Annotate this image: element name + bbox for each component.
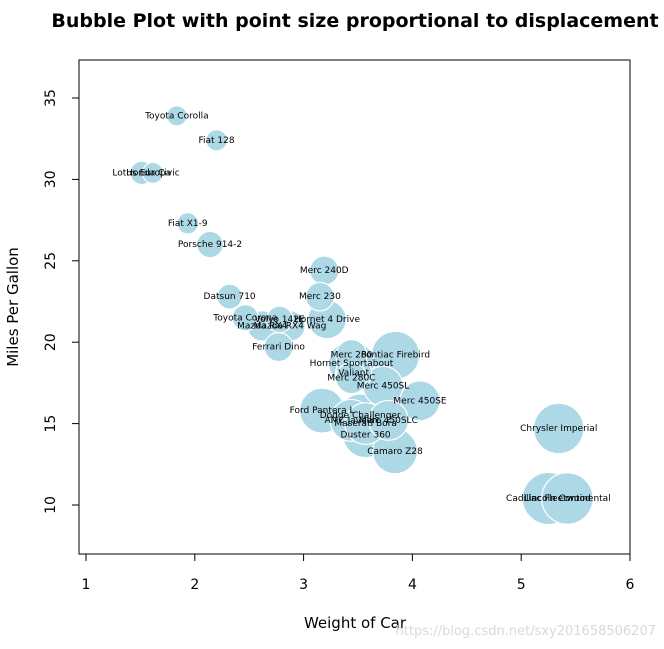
x-tick-label: 4 [408, 577, 417, 593]
bubble-label: Merc 230 [299, 292, 341, 302]
x-axis: 1 2 3 4 5 6 [82, 553, 635, 593]
chart-title: Bubble Plot with point size proportional… [51, 10, 658, 32]
bubble [205, 129, 228, 152]
bubble [532, 402, 585, 455]
bubble-label: Ford Pantera L [290, 406, 355, 416]
x-axis-label: Weight of Car [304, 614, 407, 632]
y-tick-label: 10 [43, 496, 59, 514]
bubble-label: Dodge Challenger [320, 411, 401, 421]
bubble-label: Toyota Corona [212, 313, 277, 323]
bubble-label: Merc 280 [331, 351, 373, 361]
bubble [141, 161, 164, 184]
bubble [399, 380, 441, 422]
bubble [305, 281, 335, 312]
bubble-label: Mazda RX4 Wag [254, 321, 327, 331]
bubble-label: Datsun 710 [204, 292, 256, 302]
bubble-label: Porsche 914-2 [178, 240, 242, 250]
bubble-label: Merc 280C [327, 374, 375, 384]
bubble-label: Merc 450SL [357, 382, 410, 392]
x-tick-label: 1 [82, 577, 91, 593]
bubble-label: AMC Javelin [325, 416, 378, 426]
bubble [196, 230, 224, 259]
bubble-label: Mazda RX4 [237, 321, 288, 331]
watermark: https://blog.csdn.net/sxy201658506207 [395, 624, 656, 639]
bubble-label: Merc 450SLC [359, 416, 418, 426]
y-tick-label: 25 [43, 252, 59, 270]
y-tick-label: 20 [43, 333, 59, 351]
bubble-label: Volvo 142E [255, 315, 305, 325]
bubble-label: Lotus Europa [112, 168, 171, 178]
y-tick-label: 30 [43, 170, 59, 188]
bubble-label: Fiat X1-9 [168, 219, 208, 229]
bubble-label: Ferrari Dino [252, 343, 305, 353]
bubble-label: Honda Civic [126, 168, 180, 178]
bubble [216, 283, 243, 310]
bubble [265, 305, 294, 334]
bubble-label: Toyota Corolla [144, 111, 209, 121]
bubble [540, 472, 594, 525]
y-tick-label: 35 [43, 89, 59, 107]
bubble-label: Valiant [338, 369, 369, 379]
y-tick-label: 15 [43, 415, 59, 433]
bubble-label: Lincoln Continental [524, 494, 611, 504]
bubble-label: Camaro Z28 [367, 447, 423, 457]
bubble [166, 105, 188, 127]
bubble-label: Pontiac Firebird [361, 351, 430, 361]
y-axis-label: Miles Per Gallon [4, 247, 22, 367]
x-tick-label: 3 [299, 577, 308, 593]
x-tick-label: 6 [626, 577, 635, 593]
bubbles-layer [129, 105, 594, 526]
bubble-label: Cadillac Fleetwood [506, 494, 591, 504]
bubble-label: Hornet 4 Drive [294, 315, 360, 325]
x-tick-label: 5 [517, 577, 526, 593]
x-tick-label: 2 [190, 577, 199, 593]
bubble-label: Merc 450SE [393, 396, 447, 406]
bubble [231, 304, 260, 332]
bubble-label: Fiat 128 [199, 136, 235, 146]
y-axis: 10 15 20 25 30 35 [43, 89, 80, 514]
bubble-label: Chrysler Imperial [520, 424, 597, 434]
bubble-label: Duster 360 [341, 430, 391, 440]
bubble [176, 212, 199, 235]
bubble [335, 361, 368, 395]
bubble [367, 399, 409, 441]
bubble-label: Maserati Bora [334, 419, 397, 429]
bubble-label: Hornet Sportabout [310, 359, 394, 369]
bubble-label: Merc 240D [300, 266, 349, 276]
